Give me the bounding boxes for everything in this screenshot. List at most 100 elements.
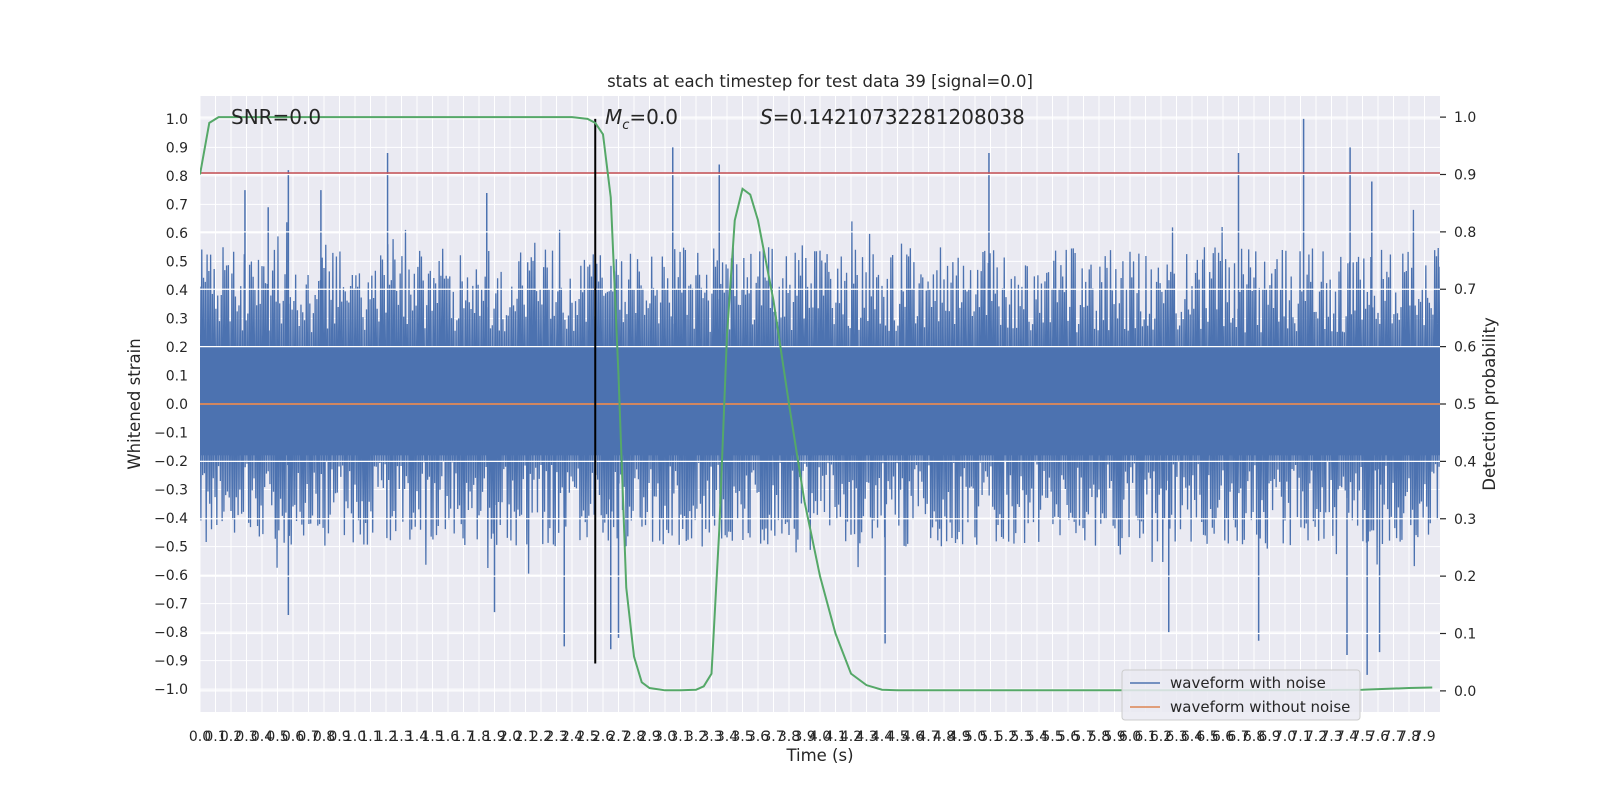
x-tick-label: 2.8 [623,729,645,745]
y-tick-label: −0.9 [154,654,188,670]
y-tick-label: 0.8 [166,169,188,185]
annotation-s-symbol: S [760,105,773,129]
x-tick-label: 6.9 [1258,729,1280,745]
legend-label-clean: waveform without noise [1170,698,1350,716]
x-tick-label: 0.9 [328,729,350,745]
y-tick-label: −0.8 [154,625,188,641]
y2-tick-label: 0.5 [1454,397,1476,413]
x-tick-label: 2.5 [576,729,598,745]
x-tick-label: 4.1 [824,729,846,745]
x-tick-label: 2.3 [545,729,567,745]
y-tick-label: 0.3 [166,311,188,327]
legend-label-noise: waveform with noise [1170,674,1326,692]
legend-box [1121,669,1361,721]
annotation-snr: SNR=0.0 [231,105,321,129]
x-tick-label: 2.7 [607,729,629,745]
x-tick-label: 2.1 [514,729,536,745]
x-tick-label: 3.3 [700,729,722,745]
x-tick-label: 1.0 [344,729,366,745]
x-tick-label: 2.2 [530,729,552,745]
y2-tick-label: 0.4 [1454,454,1476,470]
x-tick-label: 0.4 [251,729,273,745]
x-axis-label: Time (s) [785,746,853,765]
y-tick-label: −1.0 [154,682,188,698]
x-tick-label: 6.1 [1134,729,1156,745]
x-tick-label: 5.0 [964,729,986,745]
x-tick-label: 7.2 [1305,729,1327,745]
waveform-noise-core [200,346,1440,456]
y-tick-label: 0.0 [166,397,188,413]
annotation-mc-subscript: c [622,118,629,133]
x-tick-label: 5.2 [995,729,1017,745]
y-tick-label: −0.2 [154,454,188,470]
x-tick-label: 7.3 [1320,729,1342,745]
x-tick-label: 4.5 [886,729,908,745]
y2-tick-label: 0.0 [1454,684,1476,700]
x-tick-label: 1.8 [468,729,490,745]
x-tick-label: 7.6 [1367,729,1389,745]
series-detection-probability [200,116,1433,692]
x-tick-label: 5.5 [1041,729,1063,745]
y2-axis-ticks: 0.0 0.1 0.2 0.3 0.4 0.5 0.6 0.7 0.8 0.9 1.0 [1440,110,1476,700]
x-tick-label: 7.7 [1382,729,1404,745]
x-tick-label: 4.9 [948,729,970,745]
series-waveform-with-noise [200,118,1440,675]
x-tick-label: 0.6 [282,729,304,745]
y2-tick-label: 1.0 [1454,110,1476,126]
x-tick-label: 3.6 [747,729,769,745]
x-tick-label: 2.9 [638,729,660,745]
x-tick-label: 5.1 [979,729,1001,745]
x-tick-label: 1.7 [452,729,474,745]
x-tick-label: 2.4 [561,729,583,745]
x-tick-label: 3.7 [762,729,784,745]
x-tick-label: 1.3 [390,729,412,745]
x-tick-label: 1.6 [437,729,459,745]
y-tick-label: 0.4 [166,283,188,299]
y-tick-label: 1.0 [166,112,188,128]
x-tick-label: 0.7 [297,729,319,745]
x-tick-label: 4.8 [933,729,955,745]
x-tick-label: 6.7 [1227,729,1249,745]
y2-tick-label: 0.2 [1454,569,1476,585]
x-tick-label: 3.4 [716,729,738,745]
x-tick-label: 4.0 [809,729,831,745]
y-axis-ticks: −1.0 −0.9 −0.8 −0.7 −0.6 −0.5 −0.4 −0.3 −0.2 −0.1… [154,112,188,698]
y-tick-label: 0.2 [166,340,188,356]
y-tick-label: 0.6 [166,226,188,242]
x-tick-label: 5.9 [1103,729,1125,745]
y-tick-label: −0.1 [154,426,188,442]
y-tick-label: 0.5 [166,254,188,270]
x-tick-label: 6.4 [1181,729,1203,745]
x-tick-label: 5.7 [1072,729,1094,745]
x-axis-ticks: 0.00.10.20.30.40.50.60.70.80.91.01.11.21… [189,729,1436,745]
x-tick-label: 1.9 [483,729,505,745]
x-tick-label: 0.1 [204,729,226,745]
y2-tick-label: 0.7 [1454,282,1476,298]
y-tick-label: −0.3 [154,483,188,499]
x-tick-label: 1.5 [421,729,443,745]
x-tick-label: 0.5 [266,729,288,745]
x-tick-label: 0.2 [220,729,242,745]
annotation-mc-value: =0.0 [629,105,678,129]
x-tick-label: 6.3 [1165,729,1187,745]
x-tick-label: 6.2 [1150,729,1172,745]
x-tick-label: 5.4 [1026,729,1048,745]
y-axis-label: Whitened strain [125,338,144,469]
x-tick-label: 6.8 [1243,729,1265,745]
x-tick-label: 4.3 [855,729,877,745]
x-tick-label: 2.0 [499,729,521,745]
x-tick-label: 7.4 [1336,729,1358,745]
x-tick-label: 1.4 [406,729,428,745]
annotation-chirp-mass: Mc=0.0 [605,105,678,133]
y2-axis-label: Detection probability [1480,317,1499,491]
x-tick-label: 6.0 [1119,729,1141,745]
x-tick-label: 3.2 [685,729,707,745]
x-tick-label: 4.6 [902,729,924,745]
x-tick-label: 3.9 [793,729,815,745]
x-tick-label: 4.4 [871,729,893,745]
annotation-s-value: =0.14210732281208038 [773,105,1025,129]
y2-tick-label: 0.1 [1454,627,1476,643]
x-tick-label: 1.1 [359,729,381,745]
